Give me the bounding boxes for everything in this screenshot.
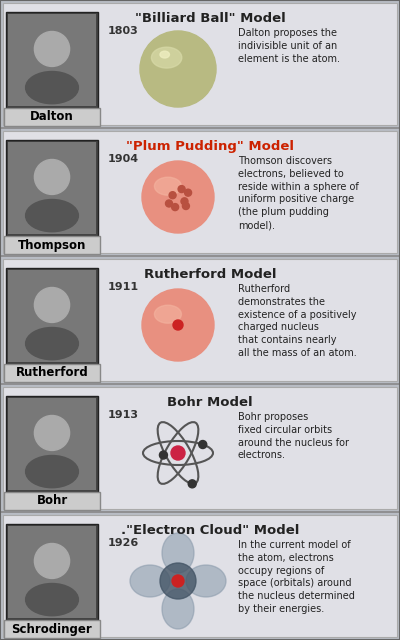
Text: "Billiard Ball" Model: "Billiard Ball" Model (135, 12, 285, 25)
FancyBboxPatch shape (4, 364, 100, 382)
Ellipse shape (186, 565, 226, 597)
Ellipse shape (34, 287, 70, 323)
FancyBboxPatch shape (4, 236, 100, 254)
Circle shape (188, 480, 196, 488)
Ellipse shape (142, 289, 214, 361)
Text: Rutherford: Rutherford (16, 367, 88, 380)
FancyBboxPatch shape (3, 131, 397, 253)
Circle shape (160, 563, 196, 599)
Circle shape (173, 320, 183, 330)
Text: "Plum Pudding" Model: "Plum Pudding" Model (126, 140, 294, 153)
Ellipse shape (160, 51, 170, 58)
Ellipse shape (142, 161, 214, 233)
Text: 1803: 1803 (108, 26, 139, 36)
Circle shape (181, 198, 188, 205)
Text: Thomson discovers
electrons, believed to
reside within a sphere of
uniform posit: Thomson discovers electrons, believed to… (238, 156, 359, 230)
Ellipse shape (162, 589, 194, 629)
Text: In the current model of
the atom, electrons
occupy regions of
space (orbitals) a: In the current model of the atom, electr… (238, 540, 355, 614)
FancyBboxPatch shape (6, 396, 98, 492)
Circle shape (182, 202, 190, 209)
Ellipse shape (34, 31, 70, 67)
Ellipse shape (26, 200, 78, 232)
Text: 1913: 1913 (108, 410, 139, 420)
FancyBboxPatch shape (3, 515, 397, 637)
Ellipse shape (34, 159, 70, 195)
Ellipse shape (140, 31, 216, 107)
Circle shape (199, 440, 207, 449)
Circle shape (172, 575, 184, 587)
FancyBboxPatch shape (8, 398, 96, 490)
Ellipse shape (146, 37, 210, 101)
Circle shape (184, 189, 192, 196)
Ellipse shape (151, 47, 182, 68)
FancyBboxPatch shape (6, 140, 98, 236)
Ellipse shape (26, 456, 78, 488)
Text: 1904: 1904 (108, 154, 139, 164)
Ellipse shape (162, 533, 194, 573)
Ellipse shape (34, 543, 70, 579)
Text: Schrodinger: Schrodinger (12, 623, 92, 636)
Text: ."Electron Cloud" Model: ."Electron Cloud" Model (121, 524, 299, 537)
FancyBboxPatch shape (4, 108, 100, 126)
FancyBboxPatch shape (8, 526, 96, 618)
Text: Bohr Model: Bohr Model (167, 396, 253, 409)
Text: Bohr proposes
fixed circular orbits
around the nucleus for
electrons.: Bohr proposes fixed circular orbits arou… (238, 412, 349, 460)
Text: Dalton: Dalton (30, 111, 74, 124)
Circle shape (169, 192, 176, 198)
Text: Rutherford Model: Rutherford Model (144, 268, 276, 281)
Ellipse shape (144, 36, 212, 102)
FancyBboxPatch shape (8, 14, 96, 106)
Ellipse shape (26, 584, 78, 616)
FancyBboxPatch shape (6, 268, 98, 364)
Circle shape (160, 451, 168, 459)
FancyBboxPatch shape (3, 259, 397, 381)
Text: Rutherford
demonstrates the
existence of a positively
charged nucleus
that conta: Rutherford demonstrates the existence of… (238, 284, 357, 358)
Ellipse shape (142, 33, 214, 106)
Circle shape (178, 186, 185, 193)
Circle shape (172, 204, 179, 211)
FancyBboxPatch shape (6, 12, 98, 108)
Text: Dalton proposes the
indivisible unit of an
element is the atom.: Dalton proposes the indivisible unit of … (238, 28, 340, 63)
Text: 1926: 1926 (108, 538, 139, 548)
FancyBboxPatch shape (8, 270, 96, 362)
Text: Bohr: Bohr (36, 495, 68, 508)
Circle shape (166, 200, 172, 207)
Text: 1911: 1911 (108, 282, 139, 292)
Ellipse shape (140, 31, 216, 107)
FancyBboxPatch shape (4, 492, 100, 510)
FancyBboxPatch shape (3, 3, 397, 125)
Ellipse shape (130, 565, 170, 597)
Text: Thompson: Thompson (18, 239, 86, 252)
FancyBboxPatch shape (3, 387, 397, 509)
Circle shape (171, 446, 185, 460)
Ellipse shape (154, 177, 182, 195)
Ellipse shape (34, 415, 70, 451)
Ellipse shape (143, 34, 213, 104)
Ellipse shape (26, 72, 78, 104)
FancyBboxPatch shape (6, 524, 98, 620)
Ellipse shape (26, 328, 78, 360)
FancyBboxPatch shape (4, 620, 100, 638)
FancyBboxPatch shape (8, 142, 96, 234)
Ellipse shape (154, 305, 182, 323)
